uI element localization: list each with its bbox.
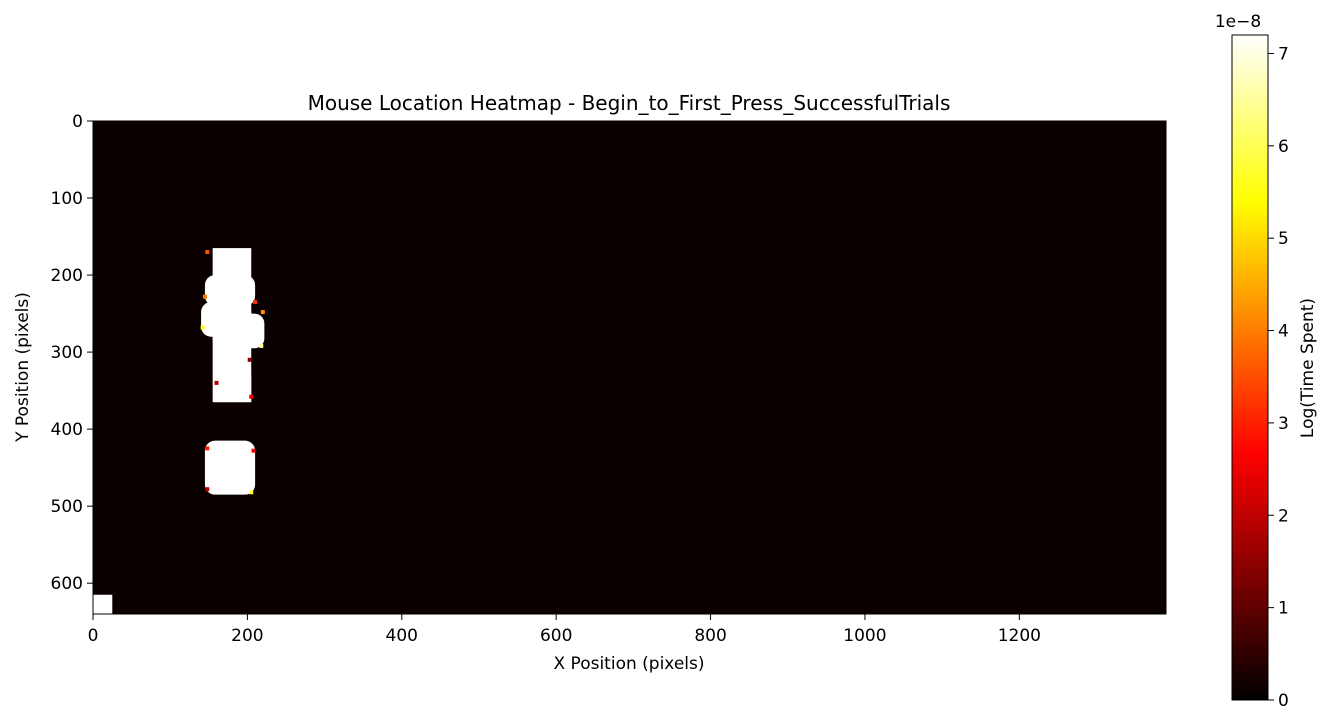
heatmap-region-1 bbox=[204, 275, 256, 306]
colorbar-tick-label: 6 bbox=[1278, 137, 1289, 157]
colorbar-tick-label: 7 bbox=[1278, 44, 1289, 64]
colorbar-tick-label: 2 bbox=[1278, 506, 1289, 526]
y-tick-label: 300 bbox=[51, 343, 83, 363]
heatmap-edge-cell-4 bbox=[259, 343, 264, 348]
heatmap-background bbox=[93, 121, 1166, 614]
colorbar-tick-label: 0 bbox=[1278, 691, 1289, 711]
x-tick-label: 1200 bbox=[998, 626, 1041, 646]
x-axis-ticks: 0 200 400 600 800 1000 1200 bbox=[88, 614, 1041, 646]
colorbar: 0 1 2 3 4 5 6 7 1e−8 Log(Time Spent) bbox=[1215, 12, 1318, 711]
heatmap-region-6 bbox=[93, 594, 113, 614]
heatmap-edge-cell-5 bbox=[247, 357, 252, 362]
colorbar-tick-label: 5 bbox=[1278, 229, 1289, 249]
y-tick-label: 200 bbox=[51, 266, 83, 286]
heatmap-region-3 bbox=[212, 313, 265, 349]
x-tick-label: 400 bbox=[386, 626, 418, 646]
heatmap-edge-cell-11 bbox=[249, 490, 254, 495]
colorbar-tick-label: 1 bbox=[1278, 599, 1289, 619]
y-axis-ticks: 0 100 200 300 400 500 600 bbox=[51, 112, 93, 594]
heatmap-region-4 bbox=[214, 375, 252, 403]
colorbar-tick-label: 4 bbox=[1278, 322, 1289, 342]
x-tick-label: 1000 bbox=[843, 626, 886, 646]
colorbar-gradient bbox=[1231, 34, 1269, 701]
heatmap-edge-cell-7 bbox=[249, 394, 254, 399]
heatmap-edge-cell-8 bbox=[205, 446, 210, 451]
y-tick-label: 600 bbox=[51, 574, 83, 594]
heatmap-edge-cell-6 bbox=[214, 380, 219, 385]
heatmap-edge-cell-0 bbox=[205, 249, 210, 254]
x-tick-label: 600 bbox=[540, 626, 572, 646]
heatmap-edge-cell-1 bbox=[202, 294, 207, 299]
x-tick-label: 200 bbox=[231, 626, 263, 646]
y-tick-label: 400 bbox=[51, 420, 83, 440]
colorbar-offset-text: 1e−8 bbox=[1215, 12, 1261, 32]
heatmap-edge-cell-12 bbox=[253, 300, 258, 305]
plot-area bbox=[92, 120, 1167, 615]
y-axis-label: Y Position (pixels) bbox=[13, 292, 33, 443]
heatmap-edge-cell-9 bbox=[251, 448, 256, 453]
colorbar-label: Log(Time Spent) bbox=[1298, 298, 1318, 438]
heatmap-edge-cell-2 bbox=[200, 325, 205, 330]
colorbar-ticks: 0 1 2 3 4 5 6 7 bbox=[1268, 44, 1289, 711]
heatmap-region-5 bbox=[204, 440, 256, 495]
heatmap-edge-cell-10 bbox=[205, 487, 210, 492]
y-tick-label: 0 bbox=[72, 112, 83, 132]
plot-frame bbox=[92, 120, 1167, 615]
heatmap-edge-cell-3 bbox=[260, 310, 265, 315]
y-tick-label: 100 bbox=[51, 189, 83, 209]
x-tick-label: 0 bbox=[88, 626, 99, 646]
heatmap-cells bbox=[93, 248, 265, 614]
chart-title: Mouse Location Heatmap - Begin_to_First_… bbox=[308, 91, 951, 115]
colorbar-tick-label: 3 bbox=[1278, 414, 1289, 434]
x-axis-label: X Position (pixels) bbox=[554, 654, 705, 674]
y-tick-label: 500 bbox=[51, 497, 83, 517]
x-tick-label: 800 bbox=[694, 626, 726, 646]
